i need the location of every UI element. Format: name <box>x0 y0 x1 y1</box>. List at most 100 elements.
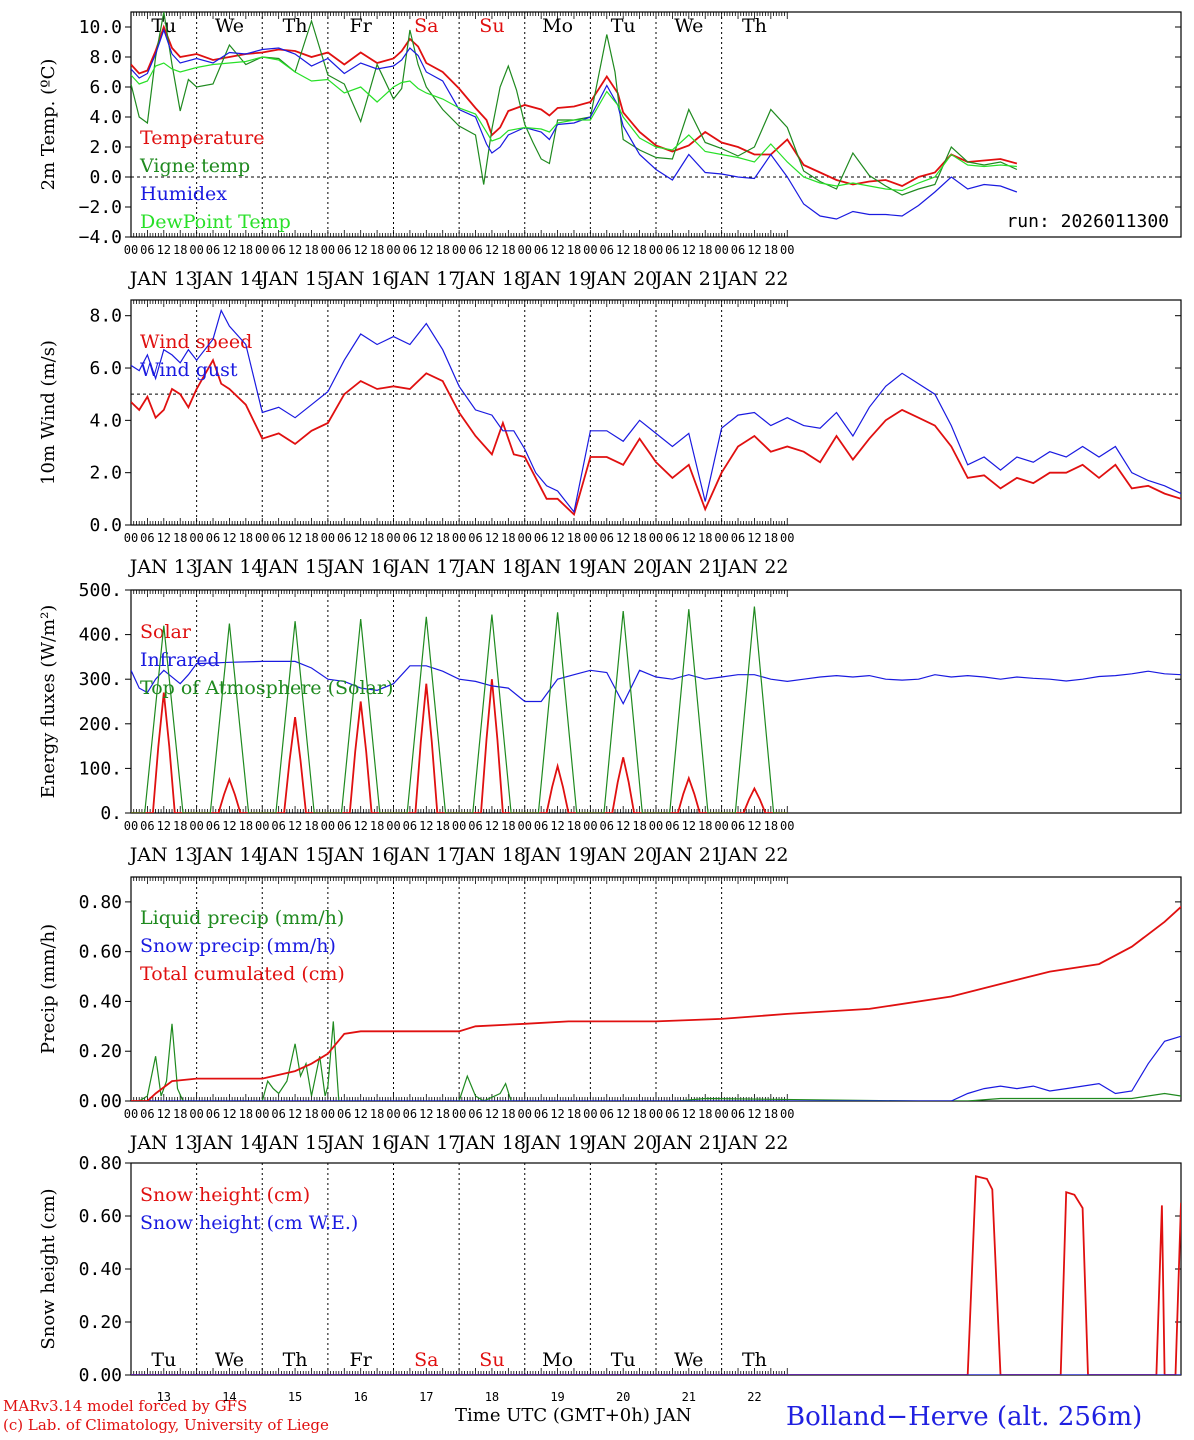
panel-snow-weekday: Tu <box>611 1349 636 1371</box>
panel-energy-legend-solar: Solar <box>140 621 192 643</box>
panel-temperature-hour-label: 00 <box>124 243 138 257</box>
panel-temperature-run-label: run: 2026011300 <box>1006 211 1169 232</box>
panel-temperature-hour-label-end: 00 <box>780 243 794 257</box>
panel-temperature-hour-label: 06 <box>600 243 614 257</box>
panel-temperature-hour-label: 06 <box>665 243 679 257</box>
panel-temperature-hour-label: 12 <box>550 243 564 257</box>
panel-precip-hour-label: 06 <box>665 1107 679 1121</box>
panel-energy-hour-label: 06 <box>600 819 614 833</box>
panel-temperature-date-label: JAN 17 <box>390 268 460 290</box>
panel-precip-hour-label: 00 <box>518 1107 532 1121</box>
panel-energy-date-label: JAN 15 <box>259 844 329 866</box>
panel-wind-hour-label: 06 <box>140 531 154 545</box>
panel-snow-date-number: 16 <box>353 1390 367 1404</box>
panel-energy-hour-label: 00 <box>386 819 400 833</box>
panel-wind-date-label: JAN 14 <box>193 556 263 578</box>
panel-temperature-hour-label: 06 <box>403 243 417 257</box>
panel-energy-date-label: JAN 19 <box>521 844 591 866</box>
panel-precip-ytick-label: 0.20 <box>79 1041 122 1062</box>
panel-precip-series-snow-precip-mm-h <box>131 1035 1181 1101</box>
panel-snow-ytick-label: 0.60 <box>79 1206 122 1227</box>
panel-snow-weekday: Tu <box>151 1349 176 1371</box>
panel-wind-hour-label: 12 <box>288 531 302 545</box>
panel-wind-series-wind-speed <box>131 358 1181 517</box>
panel-snow-date-number: 14 <box>222 1390 236 1404</box>
panel-temperature-hour-label: 18 <box>567 243 581 257</box>
panel-temperature-date-label: JAN 18 <box>456 268 526 290</box>
panel-wind-date-label: JAN 19 <box>521 556 591 578</box>
panel-temperature-hour-label: 00 <box>518 243 532 257</box>
panel-temperature-ytick-label: 0.0 <box>89 167 122 188</box>
panel-energy-date-label: JAN 16 <box>325 844 395 866</box>
panel-snow-date-number: 21 <box>682 1390 696 1404</box>
panel-temperature-legend-temperature: Temperature <box>140 127 264 149</box>
panel-temperature-hour-label: 00 <box>189 243 203 257</box>
panel-wind-hour-label: 06 <box>403 531 417 545</box>
panel-wind-hour-label: 06 <box>534 531 548 545</box>
panel-energy-hour-label: 12 <box>616 819 630 833</box>
panel-wind-hour-label: 18 <box>698 531 712 545</box>
panel-wind-legend-wind-gust: Wind gust <box>140 359 238 381</box>
panel-wind-hour-label: 00 <box>649 531 663 545</box>
panel-temperature-weekday: We <box>674 15 703 37</box>
panel-snow-ytick-label: 0.40 <box>79 1259 122 1280</box>
panel-energy-hour-label: 12 <box>550 819 564 833</box>
panel-wind-hour-label: 06 <box>337 531 351 545</box>
panel-wind-ytick-label: 0.0 <box>89 515 122 536</box>
panel-temperature-hour-label: 12 <box>616 243 630 257</box>
panel-energy-hour-label: 06 <box>403 819 417 833</box>
panel-temperature-bottom-ticks <box>130 230 788 237</box>
panel-snow-date-number: 22 <box>747 1390 761 1404</box>
panel-energy-ytick-label: 0. <box>100 803 122 824</box>
panel-temperature-date-label: JAN 20 <box>587 268 657 290</box>
panel-snow-ylabel: Snow height (cm) <box>38 1188 59 1349</box>
panel-precip-date-label: JAN 16 <box>325 1132 395 1154</box>
panel-snow-date-number: 17 <box>419 1390 433 1404</box>
panel-temperature-weekday: Fr <box>350 15 373 37</box>
panel-energy-hour-label: 00 <box>189 819 203 833</box>
panel-temperature-legend-dewpoint-temp: DewPoint Temp <box>140 211 291 233</box>
panel-snow-legend-snow-height-cm: Snow height (cm) <box>140 1184 310 1206</box>
panel-energy-hour-label: 00 <box>124 819 138 833</box>
panel-snow-weekday: Su <box>479 1349 504 1371</box>
panel-precip-hour-label: 18 <box>501 1107 515 1121</box>
panel-wind-hour-label: 12 <box>682 531 696 545</box>
panel-temperature-series-dewpoint-temp <box>131 56 1017 192</box>
panel-temperature-series-humidex <box>131 28 1018 220</box>
panel-snow-weekday: We <box>215 1349 244 1371</box>
panel-wind-hour-label: 18 <box>304 531 318 545</box>
panel-temperature-weekday: Th <box>283 15 308 37</box>
panel-temperature-weekday: Sa <box>414 15 438 37</box>
panel-energy-hour-label: 12 <box>353 819 367 833</box>
panel-precip-ytick-label: 0.60 <box>79 942 122 963</box>
x-axis-title: Time UTC (GMT+0h) JAN <box>455 1405 692 1426</box>
panel-temperature-hour-label: 18 <box>632 243 646 257</box>
panel-precip-hour-label: 06 <box>271 1107 285 1121</box>
panel-wind-hour-label: 06 <box>271 531 285 545</box>
panel-wind-date-label: JAN 15 <box>259 556 329 578</box>
panel-wind-hour-label: 06 <box>665 531 679 545</box>
panel-energy-hour-label: 12 <box>157 819 171 833</box>
panel-temperature-hour-label: 00 <box>583 243 597 257</box>
panel-precip-date-label: JAN 17 <box>390 1132 460 1154</box>
panel-energy-hour-label: 12 <box>222 819 236 833</box>
panel-precip-legend-total-cumulated-cm: Total cumulated (cm) <box>140 963 345 985</box>
panel-wind-date-label: JAN 22 <box>718 556 788 578</box>
panel-energy-hour-label: 00 <box>714 819 728 833</box>
panel-temperature-ytick-label: 10.0 <box>79 17 122 38</box>
panel-temperature-weekday: Mo <box>542 15 573 37</box>
panel-energy-hour-label: 12 <box>747 819 761 833</box>
panel-precip-hour-label-end: 00 <box>780 1107 794 1121</box>
panel-precip-ytick-label: 0.00 <box>79 1091 122 1112</box>
panel-energy-hour-label: 00 <box>583 819 597 833</box>
panel-temperature-hour-label: 06 <box>140 243 154 257</box>
credit-line-2: (c) Lab. of Climatology, University of L… <box>3 1416 329 1434</box>
panel-precip-series-liquid-precip-mm-h <box>131 1021 1181 1101</box>
panel-temperature-hour-label: 00 <box>649 243 663 257</box>
panel-temperature-ytick-label: 2.0 <box>89 137 122 158</box>
panel-temperature-hour-label: 12 <box>353 243 367 257</box>
panel-energy-ytick-label: 400. <box>79 625 122 646</box>
panel-temperature-weekday: We <box>215 15 244 37</box>
panel-wind-hour-label: 18 <box>435 531 449 545</box>
